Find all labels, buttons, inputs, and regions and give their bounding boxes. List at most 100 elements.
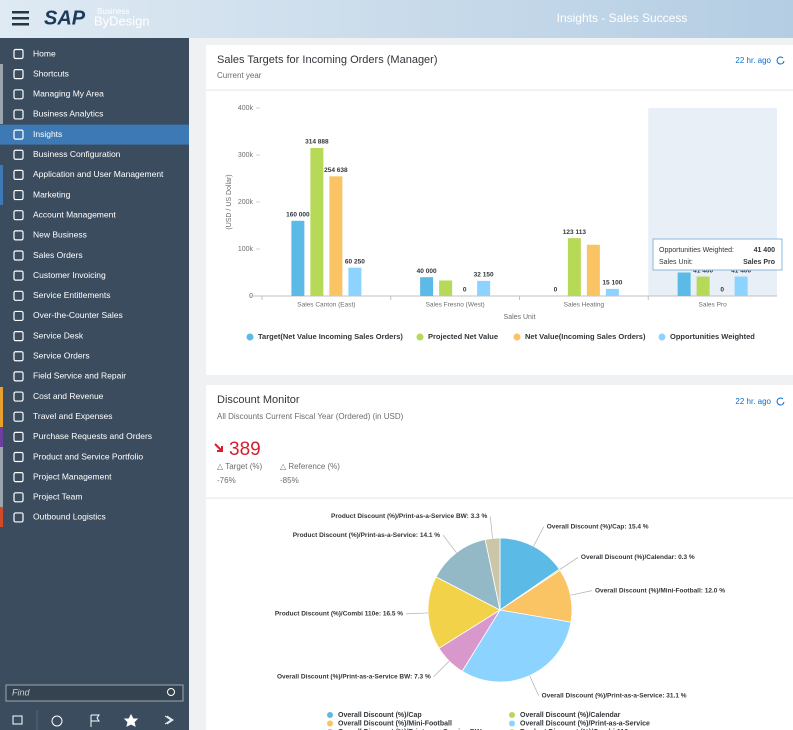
legend-label[interactable]: Product Discount (%)/Combi 110e: [520, 729, 632, 730]
slice-label: Overall Discount (%)/Cap: 15.4 %: [547, 524, 649, 531]
nav-item[interactable]: Marketing: [33, 189, 71, 199]
nav-item[interactable]: Account Management: [33, 209, 116, 219]
nav-icon: [13, 109, 24, 120]
y-tick-label: 400k: [238, 105, 254, 112]
nav-icon: [13, 149, 24, 160]
bar-value-label: 254 638: [324, 167, 348, 174]
x-tick-label: Sales Heating: [564, 302, 605, 309]
flag-icon[interactable]: [90, 714, 100, 727]
header-bar: [0, 0, 793, 38]
nav-item[interactable]: Sales Orders: [33, 250, 83, 260]
nav-item[interactable]: Insights: [33, 129, 62, 139]
y-axis-label: (USD / US Dollar): [226, 174, 233, 229]
label-leader: [433, 660, 450, 677]
nav-item[interactable]: Project Management: [33, 471, 112, 481]
label-leader: [406, 612, 429, 615]
nav-item[interactable]: Service Desk: [33, 330, 84, 340]
slice-label: Product Discount (%)/Combi 110e: 16.5 %: [275, 611, 403, 618]
nav-item[interactable]: Business Analytics: [33, 109, 103, 119]
tooltip-value: Sales Pro: [743, 259, 775, 266]
logo[interactable]: SAP: [44, 7, 86, 29]
legend-label[interactable]: Overall Discount (%)/Cap: [338, 712, 422, 719]
nav-item[interactable]: Project Team: [33, 492, 82, 502]
refresh-icon[interactable]: [776, 397, 785, 406]
nav-item[interactable]: Outbound Logistics: [33, 512, 106, 522]
card-title[interactable]: Sales Targets for Incoming Orders (Manag…: [217, 54, 438, 66]
tooltip-key: Sales Unit:: [659, 259, 693, 266]
pie-slice[interactable]: [499, 537, 560, 611]
legend-swatch: [416, 333, 424, 341]
x-tick-label: Sales Pro: [699, 302, 728, 309]
legend-label[interactable]: Overall Discount (%)/Mini-Football: [338, 720, 452, 727]
bar-value-label: 0: [720, 287, 724, 294]
nav-item[interactable]: Service Entitlements: [33, 290, 110, 300]
legend-swatch: [509, 712, 515, 718]
legend-label[interactable]: Opportunities Weighted: [670, 332, 755, 341]
pie-slice[interactable]: [427, 576, 501, 649]
kpi-target-value: -76%: [217, 476, 236, 485]
menu-line: [12, 17, 29, 20]
nav-icon: [13, 310, 24, 322]
legend-label[interactable]: Projected Net Value: [428, 332, 498, 341]
nav-item[interactable]: Business Configuration: [33, 149, 121, 159]
nav-item[interactable]: New Business: [33, 230, 87, 240]
star-icon[interactable]: [123, 713, 139, 727]
menu-button[interactable]: [12, 11, 29, 26]
nav-item[interactable]: Managing My Area: [33, 89, 104, 99]
bar-value-label: 0: [463, 287, 467, 294]
nav-icon: [13, 129, 24, 140]
bar: [348, 267, 362, 296]
nav-item[interactable]: Application and User Management: [33, 169, 164, 179]
nav-icon: [13, 351, 24, 362]
bottom-toolbar: [12, 710, 174, 730]
nav-item[interactable]: Over-the-Counter Sales: [33, 310, 123, 320]
legend-label[interactable]: Target(Net Value Incoming Sales Orders): [258, 332, 403, 341]
sidebar: [0, 38, 189, 730]
nav-item[interactable]: Purchase Requests and Orders: [33, 431, 152, 441]
label-leader: [489, 516, 493, 539]
slice-label: Overall Discount (%)/Calendar: 0.3 %: [581, 554, 695, 561]
bar: [310, 148, 324, 296]
nav-icon: [13, 451, 24, 463]
nav-icon: [13, 250, 24, 261]
updated-time: 22 hr. ago: [735, 56, 771, 65]
bar-value-label: 314 888: [305, 139, 329, 146]
legend-label[interactable]: Overall Discount (%)/Print-as-a-Service …: [338, 729, 482, 730]
nav-item[interactable]: Service Orders: [33, 351, 90, 361]
nav-icon: [13, 331, 24, 342]
nav-icon: [13, 189, 24, 201]
card-title[interactable]: Discount Monitor: [217, 394, 300, 406]
nav-icon: [13, 411, 24, 422]
bar-value-label: 0: [554, 287, 558, 294]
nav-item[interactable]: Product and Service Portfolio: [33, 451, 143, 461]
bar: [567, 238, 581, 296]
card-subtitle: All Discounts Current Fiscal Year (Order…: [217, 412, 404, 421]
legend-swatch: [658, 333, 666, 341]
legend-label[interactable]: Overall Discount (%)/Print-as-a-Service: [520, 720, 650, 727]
refresh-icon[interactable]: [776, 56, 785, 65]
list-icon[interactable]: [12, 715, 23, 725]
nav-icon: [13, 210, 24, 221]
search-box[interactable]: [5, 684, 184, 702]
nav-item[interactable]: Customer Invoicing: [33, 270, 106, 280]
tooltip: [652, 238, 783, 271]
legend-label[interactable]: Net Value(Incoming Sales Orders): [525, 332, 646, 341]
nav-item[interactable]: Home: [33, 48, 56, 58]
bar-value-label: 123 113: [563, 229, 587, 236]
legend-swatch: [246, 333, 254, 341]
nav-item[interactable]: Field Service and Repair: [33, 371, 126, 381]
kpi-value: 389: [229, 439, 261, 460]
clock-icon[interactable]: [51, 715, 63, 727]
legend-label[interactable]: Overall Discount (%)/Calendar: [520, 712, 621, 719]
nav-icon[interactable]: [164, 715, 174, 725]
nav-icon: [13, 48, 24, 60]
bar: [696, 276, 710, 296]
search-icon[interactable]: [167, 688, 175, 696]
nav-item[interactable]: Travel and Expenses: [33, 411, 113, 421]
nav-item[interactable]: Shortcuts: [33, 68, 69, 78]
nav-item[interactable]: Cost and Revenue: [33, 391, 104, 401]
card-subtitle: Current year: [217, 71, 262, 80]
bar-value-label: 32 150: [474, 272, 494, 279]
